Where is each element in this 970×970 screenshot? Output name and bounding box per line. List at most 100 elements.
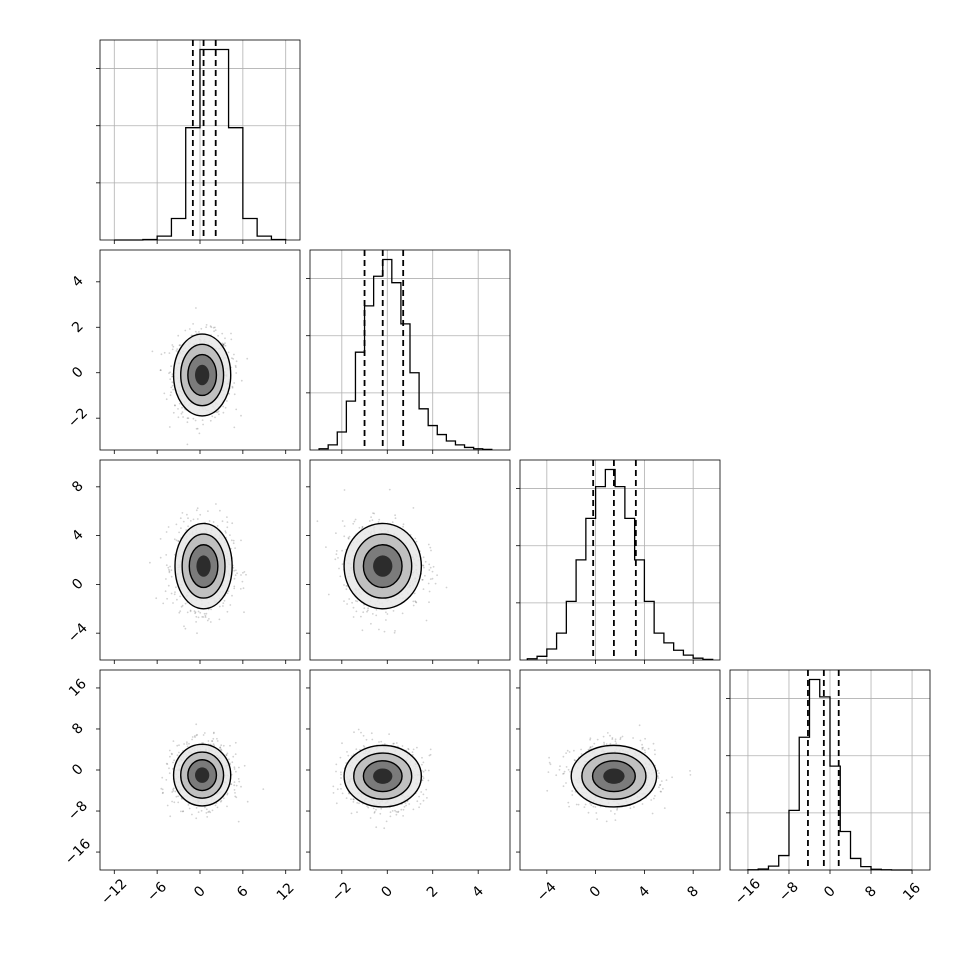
- scatter-point: [629, 807, 632, 810]
- scatter-point: [568, 805, 570, 808]
- scatter-point: [418, 806, 420, 809]
- scatter-point: [221, 332, 224, 335]
- scatter-point: [421, 578, 424, 581]
- scatter-point: [377, 521, 380, 523]
- scatter-point: [426, 797, 428, 799]
- scatter-point: [351, 601, 353, 604]
- scatter-point: [388, 733, 390, 735]
- scatter-point: [367, 609, 369, 612]
- scatter-point: [151, 350, 154, 353]
- scatter-point: [184, 602, 187, 605]
- scatter-point: [246, 800, 249, 803]
- scatter-point: [181, 512, 184, 514]
- scatter-point: [182, 416, 185, 418]
- scatter-point: [429, 546, 432, 549]
- scatter-point: [189, 609, 192, 612]
- scatter-point: [194, 612, 197, 615]
- scatter-point: [394, 809, 396, 812]
- scatter-point: [170, 391, 173, 394]
- scatter-point: [580, 748, 582, 751]
- scatter-point: [371, 519, 374, 521]
- scatter-point: [226, 521, 229, 523]
- scatter-point: [222, 343, 224, 346]
- scatter-point: [193, 610, 196, 612]
- scatter-point: [389, 811, 392, 814]
- scatter-point: [212, 521, 215, 523]
- scatter-point: [191, 738, 194, 741]
- density-fill-level-3: [373, 768, 393, 784]
- pair-panel-1-2: [306, 459, 511, 661]
- scatter-point: [242, 571, 244, 574]
- scatter-point: [192, 323, 195, 325]
- scatter-point: [231, 594, 233, 597]
- scatter-point: [204, 806, 206, 809]
- scatter-point: [197, 811, 200, 813]
- scatter-point: [169, 394, 172, 397]
- histogram-3-step: [747, 678, 913, 871]
- scatter-point: [343, 489, 346, 491]
- scatter-point: [407, 747, 409, 750]
- scatter-point: [232, 755, 235, 758]
- scatter-point: [428, 754, 431, 757]
- scatter-point: [226, 400, 228, 402]
- scatter-point: [173, 759, 176, 762]
- scatter-point: [163, 351, 166, 354]
- scatter-point: [421, 578, 424, 581]
- scatter-point: [231, 522, 234, 525]
- scatter-point: [246, 357, 249, 360]
- scatter-point: [362, 611, 365, 614]
- scatter-point: [170, 592, 173, 595]
- scatter-point: [169, 815, 172, 818]
- scatter-point: [155, 597, 158, 600]
- scatter-point: [431, 577, 434, 580]
- pair-panel-1-3: [306, 669, 511, 871]
- scatter-point: [219, 746, 221, 749]
- scatter-point: [549, 763, 552, 766]
- scatter-point: [647, 747, 650, 750]
- scatter-point: [187, 804, 190, 806]
- scatter-point: [427, 582, 430, 585]
- scatter-point: [197, 610, 200, 613]
- scatter-point: [167, 584, 170, 587]
- scatter-point: [202, 616, 205, 618]
- scatter-point: [335, 532, 337, 535]
- scatter-point: [218, 618, 221, 621]
- scatter-point: [238, 780, 241, 783]
- scatter-point: [391, 521, 394, 524]
- scatter-point: [375, 826, 378, 829]
- scatter-point: [236, 572, 239, 575]
- scatter-point: [430, 549, 432, 552]
- scatter-point: [235, 569, 237, 572]
- scatter-point: [196, 733, 199, 736]
- histogram-2-frame: [519, 459, 721, 661]
- scatter-point: [227, 590, 230, 592]
- scatter-point: [357, 728, 360, 731]
- scatter-point: [641, 743, 643, 746]
- scatter-point: [366, 805, 368, 807]
- scatter-point: [429, 748, 432, 751]
- scatter-point: [225, 753, 228, 756]
- scatter-point: [332, 792, 335, 794]
- scatter-point: [345, 585, 348, 587]
- scatter-point: [159, 538, 162, 540]
- scatter-point: [207, 811, 210, 813]
- scatter-point: [167, 526, 170, 528]
- scatter-point: [221, 342, 224, 345]
- scatter-point: [353, 520, 356, 523]
- scatter-point: [352, 606, 355, 609]
- scatter-point: [168, 568, 170, 571]
- scatter-point: [188, 742, 190, 745]
- scatter-point: [412, 604, 415, 607]
- scatter-point: [340, 788, 342, 790]
- scatter-point: [228, 758, 230, 761]
- scatter-point: [219, 509, 221, 512]
- scatter-point: [207, 740, 210, 742]
- scatter-point: [427, 769, 430, 772]
- scatter-point: [421, 756, 423, 759]
- scatter-point: [445, 586, 448, 589]
- contour-line-1: [180, 343, 225, 407]
- contour-line-0: [172, 743, 232, 807]
- scatter-point: [168, 426, 171, 428]
- scatter-point: [392, 610, 395, 612]
- scatter-point: [393, 631, 396, 634]
